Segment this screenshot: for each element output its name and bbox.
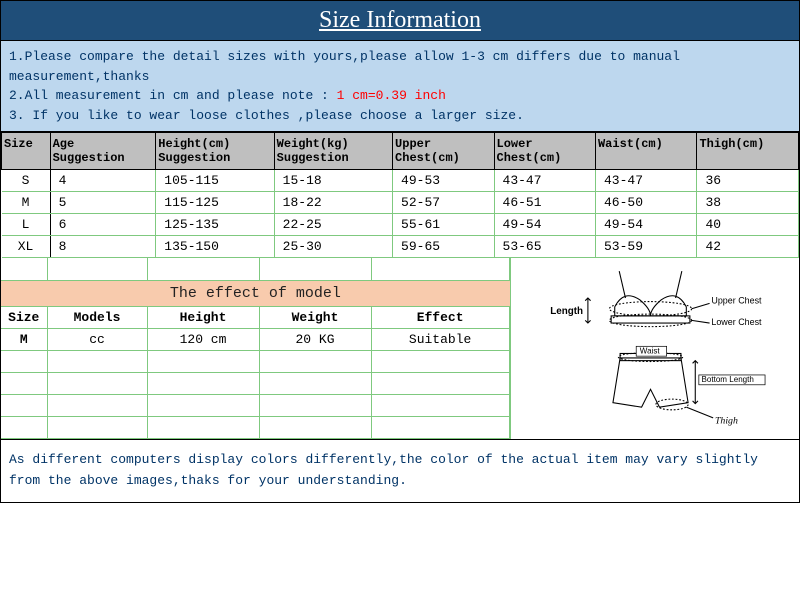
spacer-rows: [1, 351, 510, 440]
footer-note: As different computers display colors di…: [1, 439, 799, 502]
mtd-height: 120 cm: [147, 328, 259, 350]
mth-size: Size: [1, 307, 47, 329]
table-cell: 49-54: [494, 214, 595, 236]
table-cell: 8: [50, 236, 156, 258]
table-cell: 6: [50, 214, 156, 236]
table-cell: 105-115: [156, 170, 274, 192]
table-cell: M: [2, 192, 51, 214]
mtd-effect: Suitable: [371, 328, 509, 350]
spacer-row-1: [1, 258, 510, 281]
table-cell: S: [2, 170, 51, 192]
diagram-column: Length Upper Chest Lower Chest: [510, 258, 799, 439]
note-3: 3. If you like to wear loose clothes ,pl…: [9, 106, 791, 126]
lbl-length: Length: [550, 306, 583, 317]
lbl-lower: Lower Chest: [711, 316, 762, 326]
lbl-waist: Waist: [640, 346, 661, 355]
table-cell: 38: [697, 192, 799, 214]
th-lower: Lower Chest(cm): [494, 133, 595, 170]
size-table-header-row: Size Age Suggestion Height(cm) Suggestio…: [2, 133, 799, 170]
th-thigh: Thigh(cm): [697, 133, 799, 170]
table-cell: L: [2, 214, 51, 236]
table-cell: 42: [697, 236, 799, 258]
table-cell: 46-51: [494, 192, 595, 214]
table-cell: 59-65: [393, 236, 494, 258]
table-row: L6125-13522-2555-6149-5449-5440: [2, 214, 799, 236]
table-cell: 4: [50, 170, 156, 192]
mtd-size: M: [1, 328, 47, 350]
table-cell: 43-47: [494, 170, 595, 192]
table-cell: 15-18: [274, 170, 392, 192]
mth-weight: Weight: [259, 307, 371, 329]
table-cell: 22-25: [274, 214, 392, 236]
th-height: Height(cm) Suggestion: [156, 133, 274, 170]
size-info-container: Size Information 1.Please compare the de…: [0, 0, 800, 503]
table-cell: 18-22: [274, 192, 392, 214]
note-2a: 2.All measurement in cm and please note …: [9, 88, 337, 103]
table-cell: 40: [697, 214, 799, 236]
note-1: 1.Please compare the detail sizes with y…: [9, 47, 791, 86]
size-table: Size Age Suggestion Height(cm) Suggestio…: [1, 132, 799, 258]
th-age: Age Suggestion: [50, 133, 156, 170]
lbl-upper: Upper Chest: [711, 295, 762, 305]
th-waist: Waist(cm): [595, 133, 696, 170]
table-cell: 115-125: [156, 192, 274, 214]
mtd-weight: 20 KG: [259, 328, 371, 350]
left-column: The effect of model Size Models Height W…: [1, 258, 510, 439]
model-title: The effect of model: [1, 281, 510, 307]
table-cell: 25-30: [274, 236, 392, 258]
table-cell: 36: [697, 170, 799, 192]
table-cell: 52-57: [393, 192, 494, 214]
note-2: 2.All measurement in cm and please note …: [9, 86, 791, 106]
mth-models: Models: [47, 307, 147, 329]
table-cell: 43-47: [595, 170, 696, 192]
th-weight: Weight(kg) Suggestion: [274, 133, 392, 170]
model-table: Size Models Height Weight Effect M cc 12…: [1, 307, 510, 351]
mtd-models: cc: [47, 328, 147, 350]
table-cell: 49-53: [393, 170, 494, 192]
table-cell: 55-61: [393, 214, 494, 236]
table-cell: 5: [50, 192, 156, 214]
table-cell: 125-135: [156, 214, 274, 236]
table-row: XL8135-15025-3059-6553-6553-5942: [2, 236, 799, 258]
measurement-diagram: Length Upper Chest Lower Chest: [520, 264, 790, 434]
mth-effect: Effect: [371, 307, 509, 329]
title-bar: Size Information: [1, 1, 799, 41]
th-upper: Upper Chest(cm): [393, 133, 494, 170]
model-header-row: Size Models Height Weight Effect: [1, 307, 509, 329]
model-data-row: M cc 120 cm 20 KG Suitable: [1, 328, 509, 350]
note-2b-red: 1 cm=0.39 inch: [337, 88, 446, 103]
table-cell: XL: [2, 236, 51, 258]
notes-section: 1.Please compare the detail sizes with y…: [1, 41, 799, 132]
table-row: M5115-12518-2252-5746-5146-5038: [2, 192, 799, 214]
th-size: Size: [2, 133, 51, 170]
lower-section: The effect of model Size Models Height W…: [1, 258, 799, 439]
lbl-bottom: Bottom Length: [701, 375, 753, 384]
table-cell: 46-50: [595, 192, 696, 214]
table-cell: 53-65: [494, 236, 595, 258]
table-row: S4105-11515-1849-5343-4743-4736: [2, 170, 799, 192]
mth-height: Height: [147, 307, 259, 329]
table-cell: 53-59: [595, 236, 696, 258]
table-cell: 49-54: [595, 214, 696, 236]
lbl-thigh: Thigh: [715, 415, 738, 426]
table-cell: 135-150: [156, 236, 274, 258]
